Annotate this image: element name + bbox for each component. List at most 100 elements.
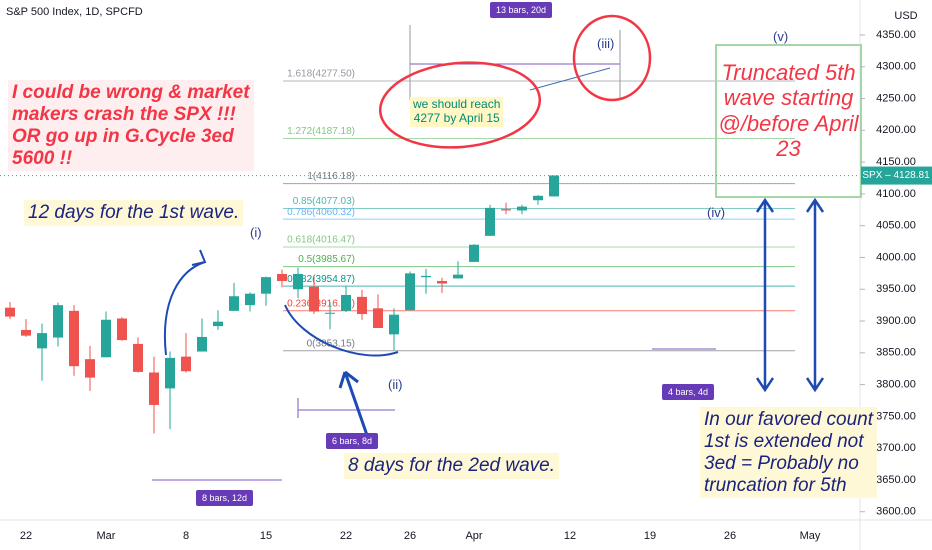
double-arrow (805, 197, 825, 393)
wave-label: (v) (773, 29, 789, 44)
wave-label: (iii) (597, 36, 615, 51)
range-label: 8 bars, 12d (196, 490, 254, 506)
y-tick-label: 3600.00 (876, 506, 916, 518)
y-tick-label: 3900.00 (876, 315, 916, 327)
fib-label: 0(3853.15) (307, 338, 355, 349)
annotation: In our favored count 1st is extended not 3… (700, 407, 877, 499)
annotation: I could be wrong & market makers crash th… (8, 80, 254, 172)
fib-label: 0.85(4077.03) (293, 196, 355, 207)
x-tick-label: 8 (183, 530, 189, 542)
y-tick-label: 4200.00 (876, 124, 916, 136)
annotation-line: 3ed = Probably no (704, 452, 859, 474)
x-tick-label: Mar (97, 530, 116, 542)
candle-body (501, 209, 511, 211)
candle-body (245, 293, 255, 306)
y-tick-label: 3700.00 (876, 442, 916, 454)
fib-label: 0.786(4060.32) (287, 207, 355, 218)
candle-body (165, 357, 175, 389)
candle-body (37, 333, 47, 349)
candle-body (277, 273, 287, 281)
x-tick-label: 26 (404, 530, 416, 542)
x-tick-label: 22 (20, 530, 32, 542)
x-tick-label: Apr (465, 530, 482, 542)
candle-body (325, 312, 335, 314)
fib-label: 0.618(4016.47) (287, 235, 355, 246)
y-tick-label: 3750.00 (876, 410, 916, 422)
candle-body (309, 286, 319, 312)
arrow (191, 249, 207, 266)
annotation: 8 days for the 2ed wave. (344, 453, 560, 479)
double-arrow (755, 197, 775, 393)
candle-body (133, 343, 143, 372)
annotation-line: 23 (776, 135, 801, 161)
fib-label: 0.382(3954.87) (287, 274, 355, 285)
annotation-line: 8 days for the 2ed wave. (348, 455, 556, 476)
annotation-line: we should reach (413, 97, 501, 111)
y-tick-label: 4250.00 (876, 92, 916, 104)
candle-body (437, 280, 447, 284)
y-tick-label: 4100.00 (876, 188, 916, 200)
candle-body (341, 294, 351, 311)
annotation-line: @/before April (718, 110, 859, 136)
y-tick-label: 4350.00 (876, 29, 916, 41)
annotation-line: In our favored count (704, 409, 873, 430)
annotation: Truncated 5th wave starting @/before April… (716, 60, 861, 161)
chart-title: S&P 500 Index, 1D, SPCFD (6, 6, 143, 18)
candle-body (389, 314, 399, 335)
arrow (338, 370, 370, 439)
y-tick-label: 3800.00 (876, 379, 916, 391)
candle-body (229, 296, 239, 311)
candle-body (5, 307, 15, 317)
annotation-line: makers crash the SPX !!! (12, 103, 236, 125)
candle-body (421, 275, 431, 278)
candle-body (117, 318, 127, 341)
highlight-circle (572, 14, 652, 102)
fib-label: 1.272(4187.18) (287, 126, 355, 137)
arrow (529, 67, 611, 91)
candles-group (5, 175, 559, 434)
annotation-line: Truncated 5th (721, 60, 856, 85)
x-tick-label: 22 (340, 530, 352, 542)
x-tick-label: 12 (564, 530, 576, 542)
range-label: 13 bars, 20d (490, 2, 553, 18)
range-label: 6 bars, 8d (326, 433, 379, 449)
fib-label: 0.236(3916.21) (287, 298, 355, 309)
candle-body (293, 273, 303, 290)
candle-body (85, 359, 95, 378)
candle-body (69, 310, 79, 367)
annotation-line: 4277 by April 15 (413, 110, 500, 125)
candle-body (517, 206, 527, 211)
arrow (284, 304, 399, 357)
note-frame (715, 44, 862, 198)
y-tick-label: 3650.00 (876, 474, 916, 486)
candle-body (261, 277, 271, 294)
last-price-label: SPX – 4128.81 (862, 170, 930, 181)
wave-label: (iv) (707, 205, 726, 220)
candle-body (373, 308, 383, 329)
candle-body (549, 175, 559, 197)
y-tick-label: 4300.00 (876, 61, 916, 73)
fib-label: 0.5(3985.67) (298, 254, 355, 265)
last-price-tag (861, 166, 932, 185)
annotation-line: I could be wrong & market (12, 82, 250, 103)
y-tick-label: 4050.00 (876, 220, 916, 232)
fib-label: 1.618(4277.50) (287, 69, 355, 80)
annotation-line: 5600 !! (12, 147, 73, 169)
currency-label: USD (894, 10, 917, 22)
fib-group: 1.618(4277.50) 1.272(4187.18) 1(4116.18) 0.… (283, 69, 795, 352)
annotation-line: wave starting (723, 85, 854, 111)
candle-body (213, 321, 223, 327)
annotation-line: 12 days for the 1st wave. (28, 202, 240, 223)
y-tick-label: 3850.00 (876, 347, 916, 359)
candle-body (101, 319, 111, 358)
arrow (163, 261, 206, 356)
candle-body (181, 356, 191, 372)
x-tick-label: May (800, 530, 821, 542)
annotation-line: 1st is extended not (704, 430, 864, 452)
wave-label: (ii) (388, 377, 403, 392)
candle-body (53, 305, 63, 338)
y-tick-label: 4000.00 (876, 251, 916, 263)
x-tick-label: 19 (644, 530, 656, 542)
wave-label: (i) (250, 225, 262, 240)
